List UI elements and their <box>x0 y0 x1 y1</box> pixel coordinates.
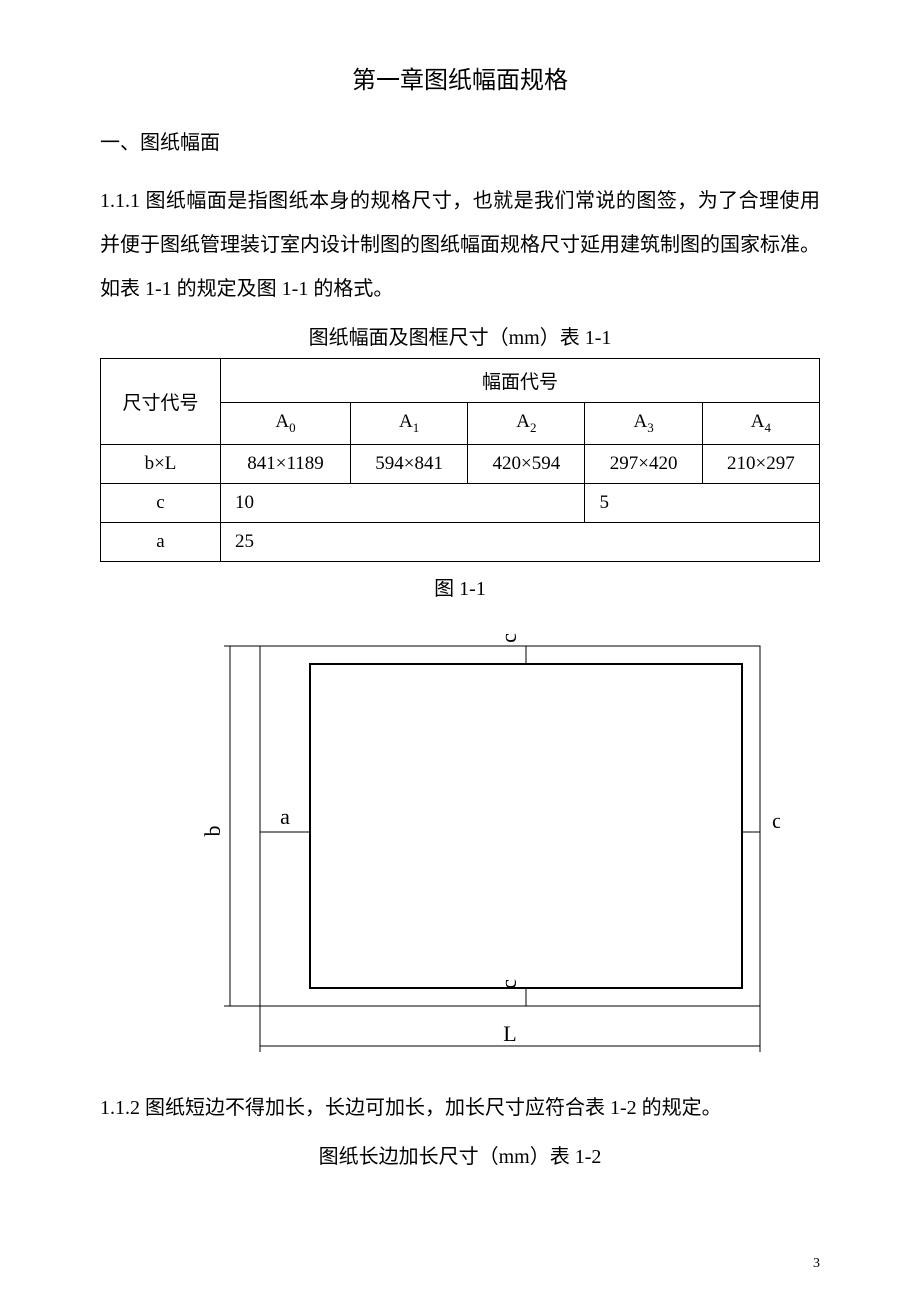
paragraph-1-1-1: 1.1.1 图纸幅面是指图纸本身的规格尺寸，也就是我们常说的图签，为了合理使用并… <box>100 179 820 311</box>
row-bxl-v3: 297×420 <box>585 444 702 483</box>
chapter-title: 第一章图纸幅面规格 <box>100 60 820 95</box>
page-number: 3 <box>813 1256 820 1272</box>
dim-label-c-top: c <box>496 633 521 643</box>
row-bxl-label: b×L <box>101 444 221 483</box>
table-row-c: c 10 5 <box>101 483 820 522</box>
row-a-value: 25 <box>221 522 820 561</box>
table-1-caption: 图纸幅面及图框尺寸（mm）表 1-1 <box>100 321 820 350</box>
dim-label-l: L <box>503 1021 516 1046</box>
row-bxl-v2: 420×594 <box>468 444 585 483</box>
table-1-col-a4: A4 <box>702 403 819 445</box>
row-c-label: c <box>101 483 221 522</box>
row-c-right: 5 <box>585 483 820 522</box>
table-1-col-a2: A2 <box>468 403 585 445</box>
table-1-rowheader-label: 尺寸代号 <box>101 359 221 445</box>
figure-1-diagram: b L a c c c <box>140 616 780 1066</box>
section-heading: 一、图纸幅面 <box>100 125 820 161</box>
row-bxl-v1: 594×841 <box>351 444 468 483</box>
table-1-col-a3: A3 <box>585 403 702 445</box>
row-a-label: a <box>101 522 221 561</box>
row-bxl-v0: 841×1189 <box>221 444 351 483</box>
table-1-col-a0: A0 <box>221 403 351 445</box>
paragraph-1-1-2: 1.1.2 图纸短边不得加长，长边可加长，加长尺寸应符合表 1-2 的规定。 <box>100 1086 820 1130</box>
table-1-col-a1: A1 <box>351 403 468 445</box>
row-c-left: 10 <box>221 483 585 522</box>
row-bxl-v4: 210×297 <box>702 444 819 483</box>
figure-1-caption: 图 1-1 <box>100 572 820 601</box>
table-2-caption: 图纸长边加长尺寸（mm）表 1-2 <box>100 1140 820 1169</box>
dim-label-a: a <box>280 804 290 829</box>
dim-label-c-right: c <box>772 808 780 833</box>
dim-label-b: b <box>200 825 225 836</box>
table-row-a: a 25 <box>101 522 820 561</box>
table-1: 尺寸代号 幅面代号 A0 A1 A2 A3 A4 b×L 841×1189 59… <box>100 358 820 562</box>
dim-label-c-bottom: c <box>496 979 521 989</box>
table-row-bxl: b×L 841×1189 594×841 420×594 297×420 210… <box>101 444 820 483</box>
table-1-colgroup-label: 幅面代号 <box>221 359 820 403</box>
